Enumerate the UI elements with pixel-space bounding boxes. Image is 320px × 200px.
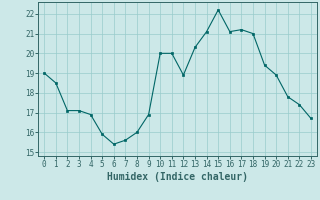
X-axis label: Humidex (Indice chaleur): Humidex (Indice chaleur) [107, 172, 248, 182]
